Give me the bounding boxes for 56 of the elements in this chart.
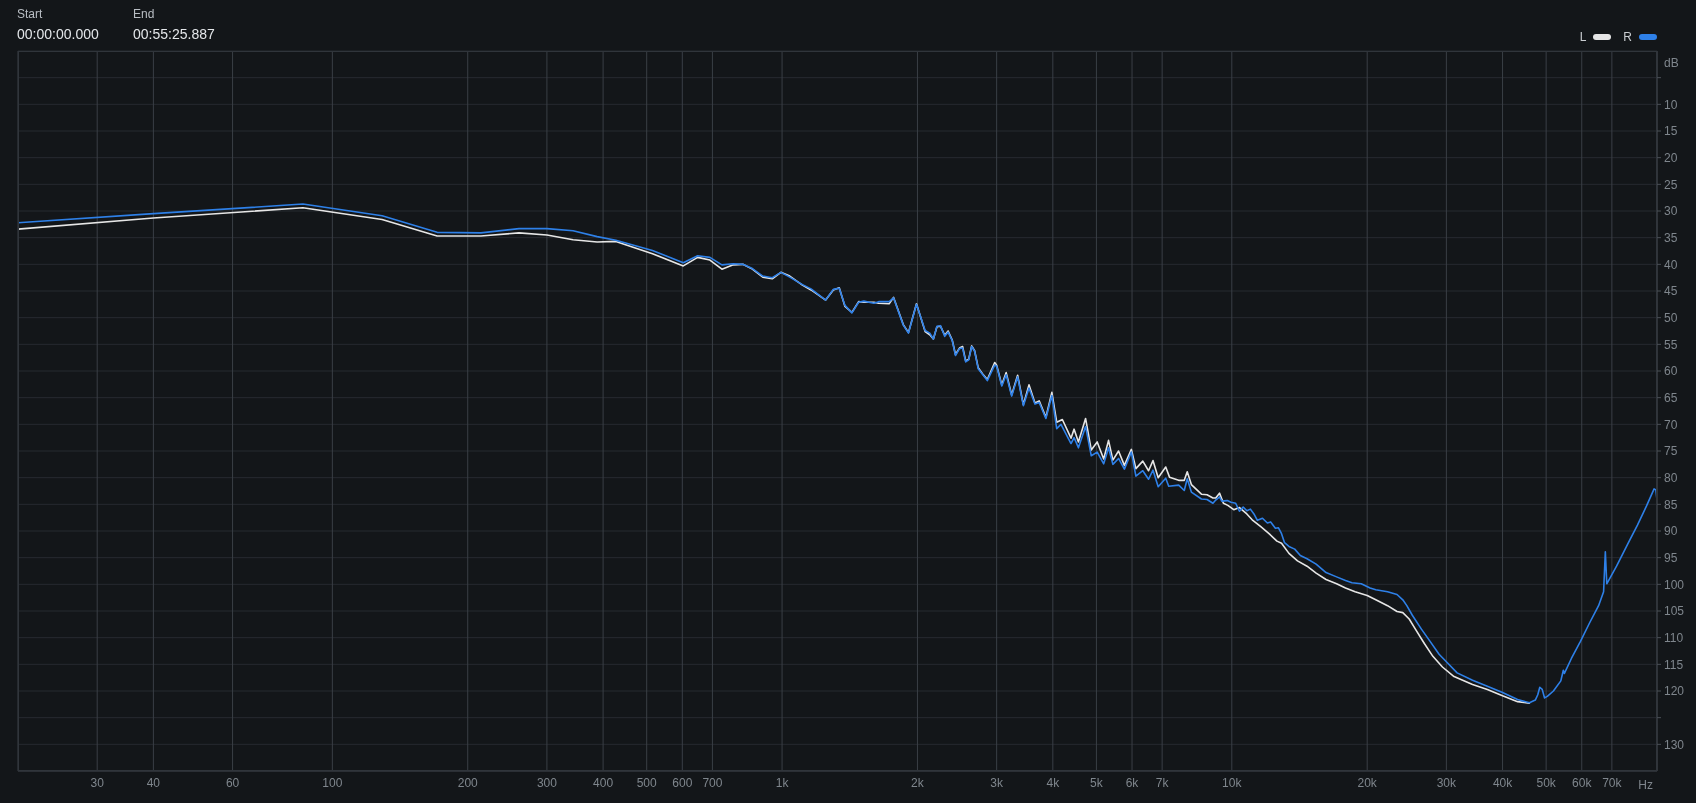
y-tick-label: 110 (1664, 630, 1684, 645)
y-tick-label: 80 (1664, 470, 1678, 485)
x-tick-label: 5k (1090, 775, 1104, 790)
x-tick-label: 500 (636, 775, 658, 790)
y-tick-label: 65 (1664, 390, 1678, 405)
y-tick-label: 30 (1664, 204, 1678, 219)
x-tick-label: 400 (593, 775, 614, 790)
x-tick-label: 7k (1155, 775, 1170, 790)
text: End (133, 6, 156, 22)
y-tick-label: 45 (1664, 284, 1678, 299)
x-tick-label: 60 (225, 775, 240, 790)
x-tick-label: 50k (1536, 775, 1557, 790)
y-tick-label: 120 (1664, 684, 1685, 699)
y-tick-label: 70 (1664, 417, 1678, 432)
y-tick-label: 75 (1664, 444, 1678, 459)
y-tick-label: 95 (1664, 550, 1678, 565)
x-tick-label: 40k (1492, 775, 1514, 790)
x-tick-label: 3k (990, 775, 1004, 790)
y-tick-label: 20 (1664, 150, 1678, 165)
x-tick-label: 20k (1357, 775, 1378, 790)
legend-label: L (1579, 30, 1587, 44)
x-tick-label: 4k (1046, 775, 1061, 790)
y-tick-label: 15 (1664, 124, 1678, 139)
y-tick-label: 60 (1664, 364, 1678, 379)
text: 00:55:25.887 (133, 25, 215, 44)
x-tick-label: 600 (672, 775, 693, 790)
y-tick-label: 35 (1664, 230, 1678, 245)
y-tick-label: 50 (1664, 310, 1678, 325)
x-tick-label: 60k (1572, 775, 1593, 790)
x-tick-label: 1k (775, 775, 790, 790)
y-tick-label: 100 (1664, 577, 1685, 592)
text: Start (17, 6, 44, 22)
x-tick-label: 2k (911, 775, 925, 790)
y-tick-label: 130 (1664, 737, 1685, 752)
y-axis-title: dB (1664, 56, 1679, 70)
x-tick-label: 6k (1125, 775, 1140, 790)
x-axis-title: Hz (1638, 778, 1653, 792)
y-tick-label: 90 (1664, 524, 1678, 539)
x-tick-label: 300 (536, 775, 558, 790)
text: 00:00:00.000 (17, 25, 99, 44)
legend-label: R (1623, 30, 1632, 44)
x-tick-label: 30 (90, 775, 105, 790)
y-tick-label: 40 (1664, 257, 1678, 272)
y-tick-label: 55 (1664, 337, 1678, 352)
x-tick-label: 700 (702, 775, 723, 790)
y-tick-label: 85 (1664, 497, 1678, 512)
x-tick-label: 30k (1436, 775, 1458, 790)
x-tick-label: 200 (457, 775, 479, 790)
x-tick-label: 70k (1602, 775, 1623, 790)
x-tick-label: 100 (322, 775, 343, 790)
x-tick-label: 40 (146, 775, 161, 790)
y-tick-label: 115 (1664, 657, 1684, 672)
y-tick-label: 10 (1664, 97, 1678, 112)
y-tick-label: 105 (1664, 604, 1685, 619)
x-tick-label: 10k (1222, 775, 1243, 790)
y-tick-label: 25 (1664, 177, 1678, 192)
